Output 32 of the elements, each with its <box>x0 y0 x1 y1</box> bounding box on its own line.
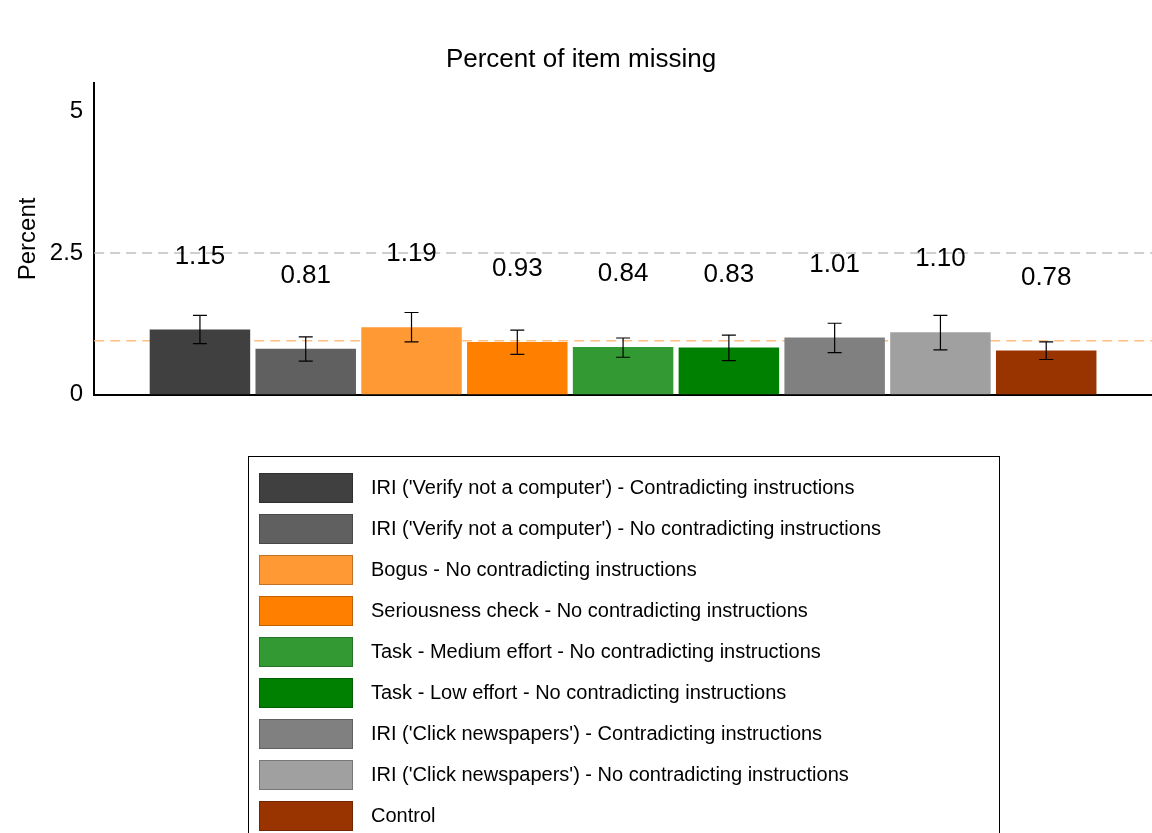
data-label: 0.81 <box>280 258 332 289</box>
data-label: 1.10 <box>915 242 966 273</box>
bar <box>255 348 356 395</box>
y-tick-label: 0 <box>69 379 84 407</box>
legend-label: Control <box>371 804 436 827</box>
bar <box>361 327 462 395</box>
bar <box>784 337 885 395</box>
bar <box>572 347 674 395</box>
data-label: 0.93 <box>491 252 543 283</box>
legend-label: Task - Low effort - No contradicting instructions <box>371 681 787 704</box>
chart-title: Percent of item missing <box>445 42 717 73</box>
data-label: 1.19 <box>386 237 437 268</box>
legend-label: IRI ('Verify not a computer') - No contradicting instructions <box>371 517 882 540</box>
legend-label: Bogus - No contradicting instructions <box>371 558 697 581</box>
bar <box>678 347 780 395</box>
data-label: 1.15 <box>174 239 226 270</box>
data-label: 1.01 <box>809 247 860 278</box>
bar <box>995 350 1097 395</box>
data-label: 0.84 <box>597 257 649 288</box>
bar <box>149 329 251 395</box>
bar <box>467 341 568 395</box>
bar <box>890 332 991 395</box>
data-label: 0.78 <box>1020 260 1072 291</box>
legend-label: IRI ('Verify not a computer') - Contradicting instructions <box>371 476 855 499</box>
legend-label: Task - Medium effort - No contradicting instructions <box>371 640 821 663</box>
y-axis-title: Percent <box>13 197 41 281</box>
data-label: 0.83 <box>703 257 755 288</box>
legend-label: IRI ('Click newspapers') - Contradicting instructions <box>371 722 823 745</box>
legend-label: IRI ('Click newspapers') - No contradicting instructions <box>371 763 849 786</box>
y-tick-label: 2.5 <box>49 237 84 265</box>
y-tick-label: 5 <box>69 96 84 124</box>
legend-label: Seriousness check - No contradicting instructions <box>371 599 808 622</box>
